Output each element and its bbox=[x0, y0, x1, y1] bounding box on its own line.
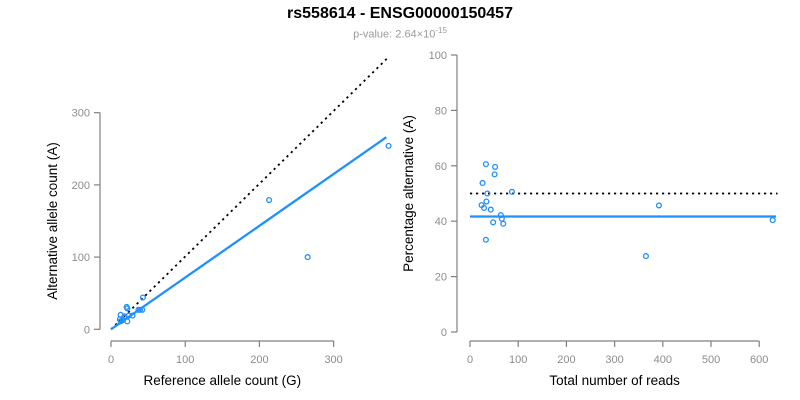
data-point bbox=[482, 161, 489, 168]
data-point bbox=[642, 253, 649, 260]
data-point bbox=[484, 190, 491, 197]
y-tick-label: 0 bbox=[84, 324, 90, 336]
data-point bbox=[385, 142, 392, 149]
data-point bbox=[139, 294, 146, 301]
data-point bbox=[487, 206, 494, 213]
plot-subtitle: p-value: 2.64×10-15 bbox=[0, 26, 800, 41]
x-tick-label: 200 bbox=[250, 354, 268, 366]
data-point bbox=[483, 198, 490, 205]
y-axis-title: Percentage alternative (A) bbox=[401, 115, 416, 272]
panel-allele-counts: 0 100 200 300 0 100 200 300 Reference allele cou… bbox=[45, 55, 392, 388]
y-tick-label: 300 bbox=[72, 108, 90, 120]
x-tick-label: 500 bbox=[702, 354, 720, 366]
data-point bbox=[500, 220, 507, 227]
x-tick-label: 100 bbox=[509, 354, 527, 366]
data-point bbox=[482, 236, 489, 243]
x-tick-label: 300 bbox=[324, 354, 342, 366]
y-tick-label: 200 bbox=[72, 180, 90, 192]
x-tick-label: 600 bbox=[750, 354, 768, 366]
x-tick-label: 200 bbox=[557, 354, 575, 366]
data-point bbox=[769, 217, 776, 224]
data-point bbox=[124, 305, 131, 312]
data-point bbox=[479, 179, 486, 187]
data-point bbox=[655, 202, 663, 209]
data-point bbox=[129, 312, 136, 319]
data-point bbox=[490, 219, 497, 226]
x-axis-title: Total number of reads bbox=[549, 373, 680, 388]
y-tick-label: 60 bbox=[435, 161, 447, 173]
data-point bbox=[266, 196, 273, 204]
data-point bbox=[125, 312, 132, 319]
data-point bbox=[136, 306, 143, 313]
y-tick-label: 100 bbox=[72, 252, 90, 264]
data-point bbox=[139, 306, 146, 313]
identity-line bbox=[110, 55, 390, 330]
regression-line bbox=[110, 136, 387, 331]
x-tick-label: 0 bbox=[108, 354, 114, 366]
data-point bbox=[304, 254, 311, 261]
y-tick-label: 40 bbox=[435, 216, 447, 228]
x-tick-label: 300 bbox=[605, 354, 623, 366]
x-tick-label: 400 bbox=[654, 354, 672, 366]
x-tick-label: 0 bbox=[467, 354, 473, 366]
x-tick-label: 100 bbox=[176, 354, 194, 366]
data-point bbox=[492, 163, 499, 170]
data-point bbox=[491, 171, 498, 178]
y-axis-title: Alternative allele count (A) bbox=[45, 142, 60, 300]
panel-percentage-alternative: 0 100 200 300 400 500 600 0 20 40 60 80 100 Total num… bbox=[401, 50, 778, 388]
x-axis-title: Reference allele count (G) bbox=[144, 373, 302, 388]
data-point bbox=[508, 188, 515, 195]
y-tick-label: 20 bbox=[435, 272, 447, 284]
p-value-exponent: -15 bbox=[435, 26, 447, 35]
data-point bbox=[124, 318, 131, 325]
plot-title: rs558614 - ENSG00000150457 bbox=[287, 5, 513, 22]
data-point bbox=[497, 212, 504, 219]
data-point bbox=[480, 204, 488, 211]
y-tick-label: 80 bbox=[435, 105, 447, 117]
p-value-text: p-value: 2.64×10 bbox=[353, 28, 436, 41]
y-tick-label: 100 bbox=[429, 50, 447, 62]
y-tick-label: 0 bbox=[441, 327, 447, 339]
